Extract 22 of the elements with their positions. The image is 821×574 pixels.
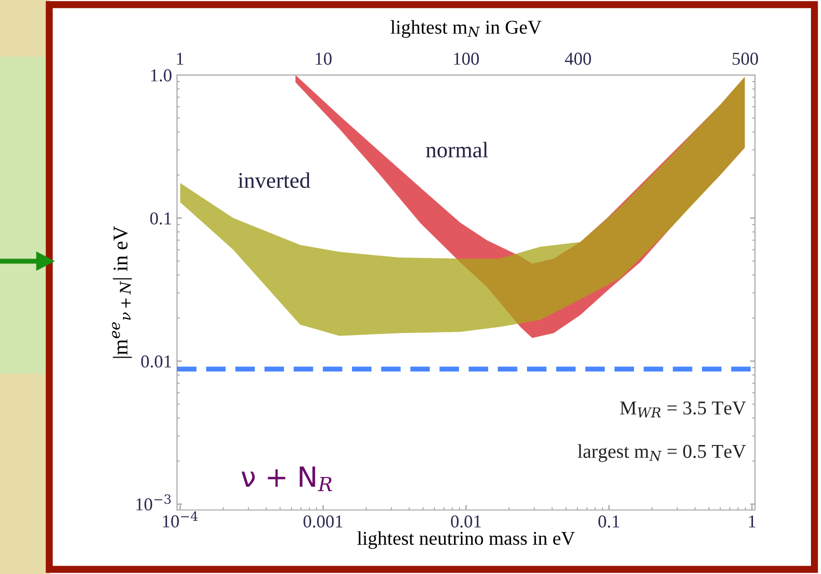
annotation: M$_{WR}$ = 3.5 TeV: [620, 401, 746, 418]
x-tick-label: 1: [749, 515, 756, 528]
annotation: inverted: [238, 172, 310, 188]
x-axis-title: lightest neutrino mass in eV: [357, 531, 575, 549]
x-tick-label: 0.01: [450, 515, 481, 528]
text: 500: [732, 52, 758, 65]
text: 10: [316, 52, 332, 65]
y-axis-title: |m$^{ee}$$_{ν+N}$| in eV: [112, 226, 132, 358]
y-tick-label: 10$^{−3}$: [136, 494, 171, 510]
annotation: largest m$_{N}$ = 0.5 TeV: [578, 444, 746, 462]
y-tick-label: 0.01: [141, 355, 172, 368]
annotation: normal: [426, 142, 488, 158]
x-tick-label: 0.001: [304, 515, 342, 528]
x-tick-label: 10$^{−4}$: [163, 511, 198, 528]
annotation: ν + N$_{R}$: [242, 466, 332, 492]
text: 1: [176, 52, 184, 65]
y-tick-label: 0.1: [150, 212, 172, 225]
text: 400: [564, 52, 591, 65]
x2-axis-title: lightest m$_{N}$ in GeV: [390, 20, 542, 38]
text: 100: [454, 52, 479, 65]
x-tick-label: 0.1: [598, 515, 620, 528]
y-tick-label: 1.0: [151, 69, 172, 82]
